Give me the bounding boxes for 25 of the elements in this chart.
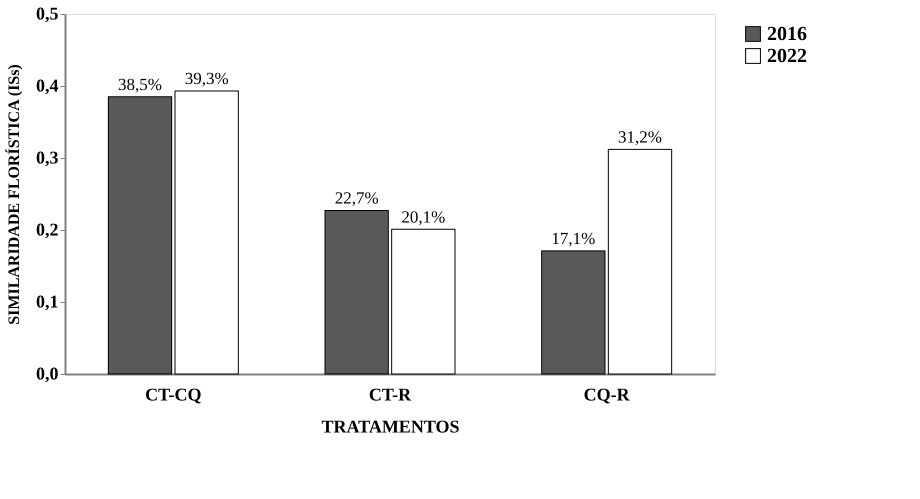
data-label: 31,2% bbox=[618, 127, 662, 146]
y-tick-label: 0,1 bbox=[36, 292, 58, 312]
legend-label: 2022 bbox=[767, 45, 807, 67]
bar bbox=[108, 96, 172, 374]
y-tick-label: 0,4 bbox=[36, 76, 58, 96]
y-axis-title: SIMILARIDADE FLORÍSTICA (ISs) bbox=[5, 64, 23, 325]
y-tick-label: 0,2 bbox=[36, 220, 58, 240]
bar bbox=[174, 90, 239, 374]
data-label: 17,1% bbox=[551, 228, 596, 248]
x-tick-label: CT-CQ bbox=[145, 384, 202, 404]
x-tick-label: CT-R bbox=[368, 384, 412, 404]
y-tick-label: 0,3 bbox=[36, 148, 58, 168]
y-tick-label: 0,0 bbox=[36, 364, 58, 384]
x-tick-label: CQ-R bbox=[584, 384, 631, 404]
data-label: 39,3% bbox=[184, 69, 229, 88]
bar bbox=[541, 250, 606, 374]
legend-label: 2016 bbox=[767, 23, 807, 45]
bar bbox=[324, 210, 389, 374]
data-label: 22,7% bbox=[334, 188, 379, 208]
bar bbox=[391, 228, 456, 374]
x-axis-title: TRATAMENTOS bbox=[321, 416, 460, 436]
data-label: 38,5% bbox=[118, 74, 162, 94]
data-label: 20,1% bbox=[401, 207, 446, 226]
y-tick-label: 0,5 bbox=[36, 4, 58, 24]
bar bbox=[608, 148, 672, 374]
